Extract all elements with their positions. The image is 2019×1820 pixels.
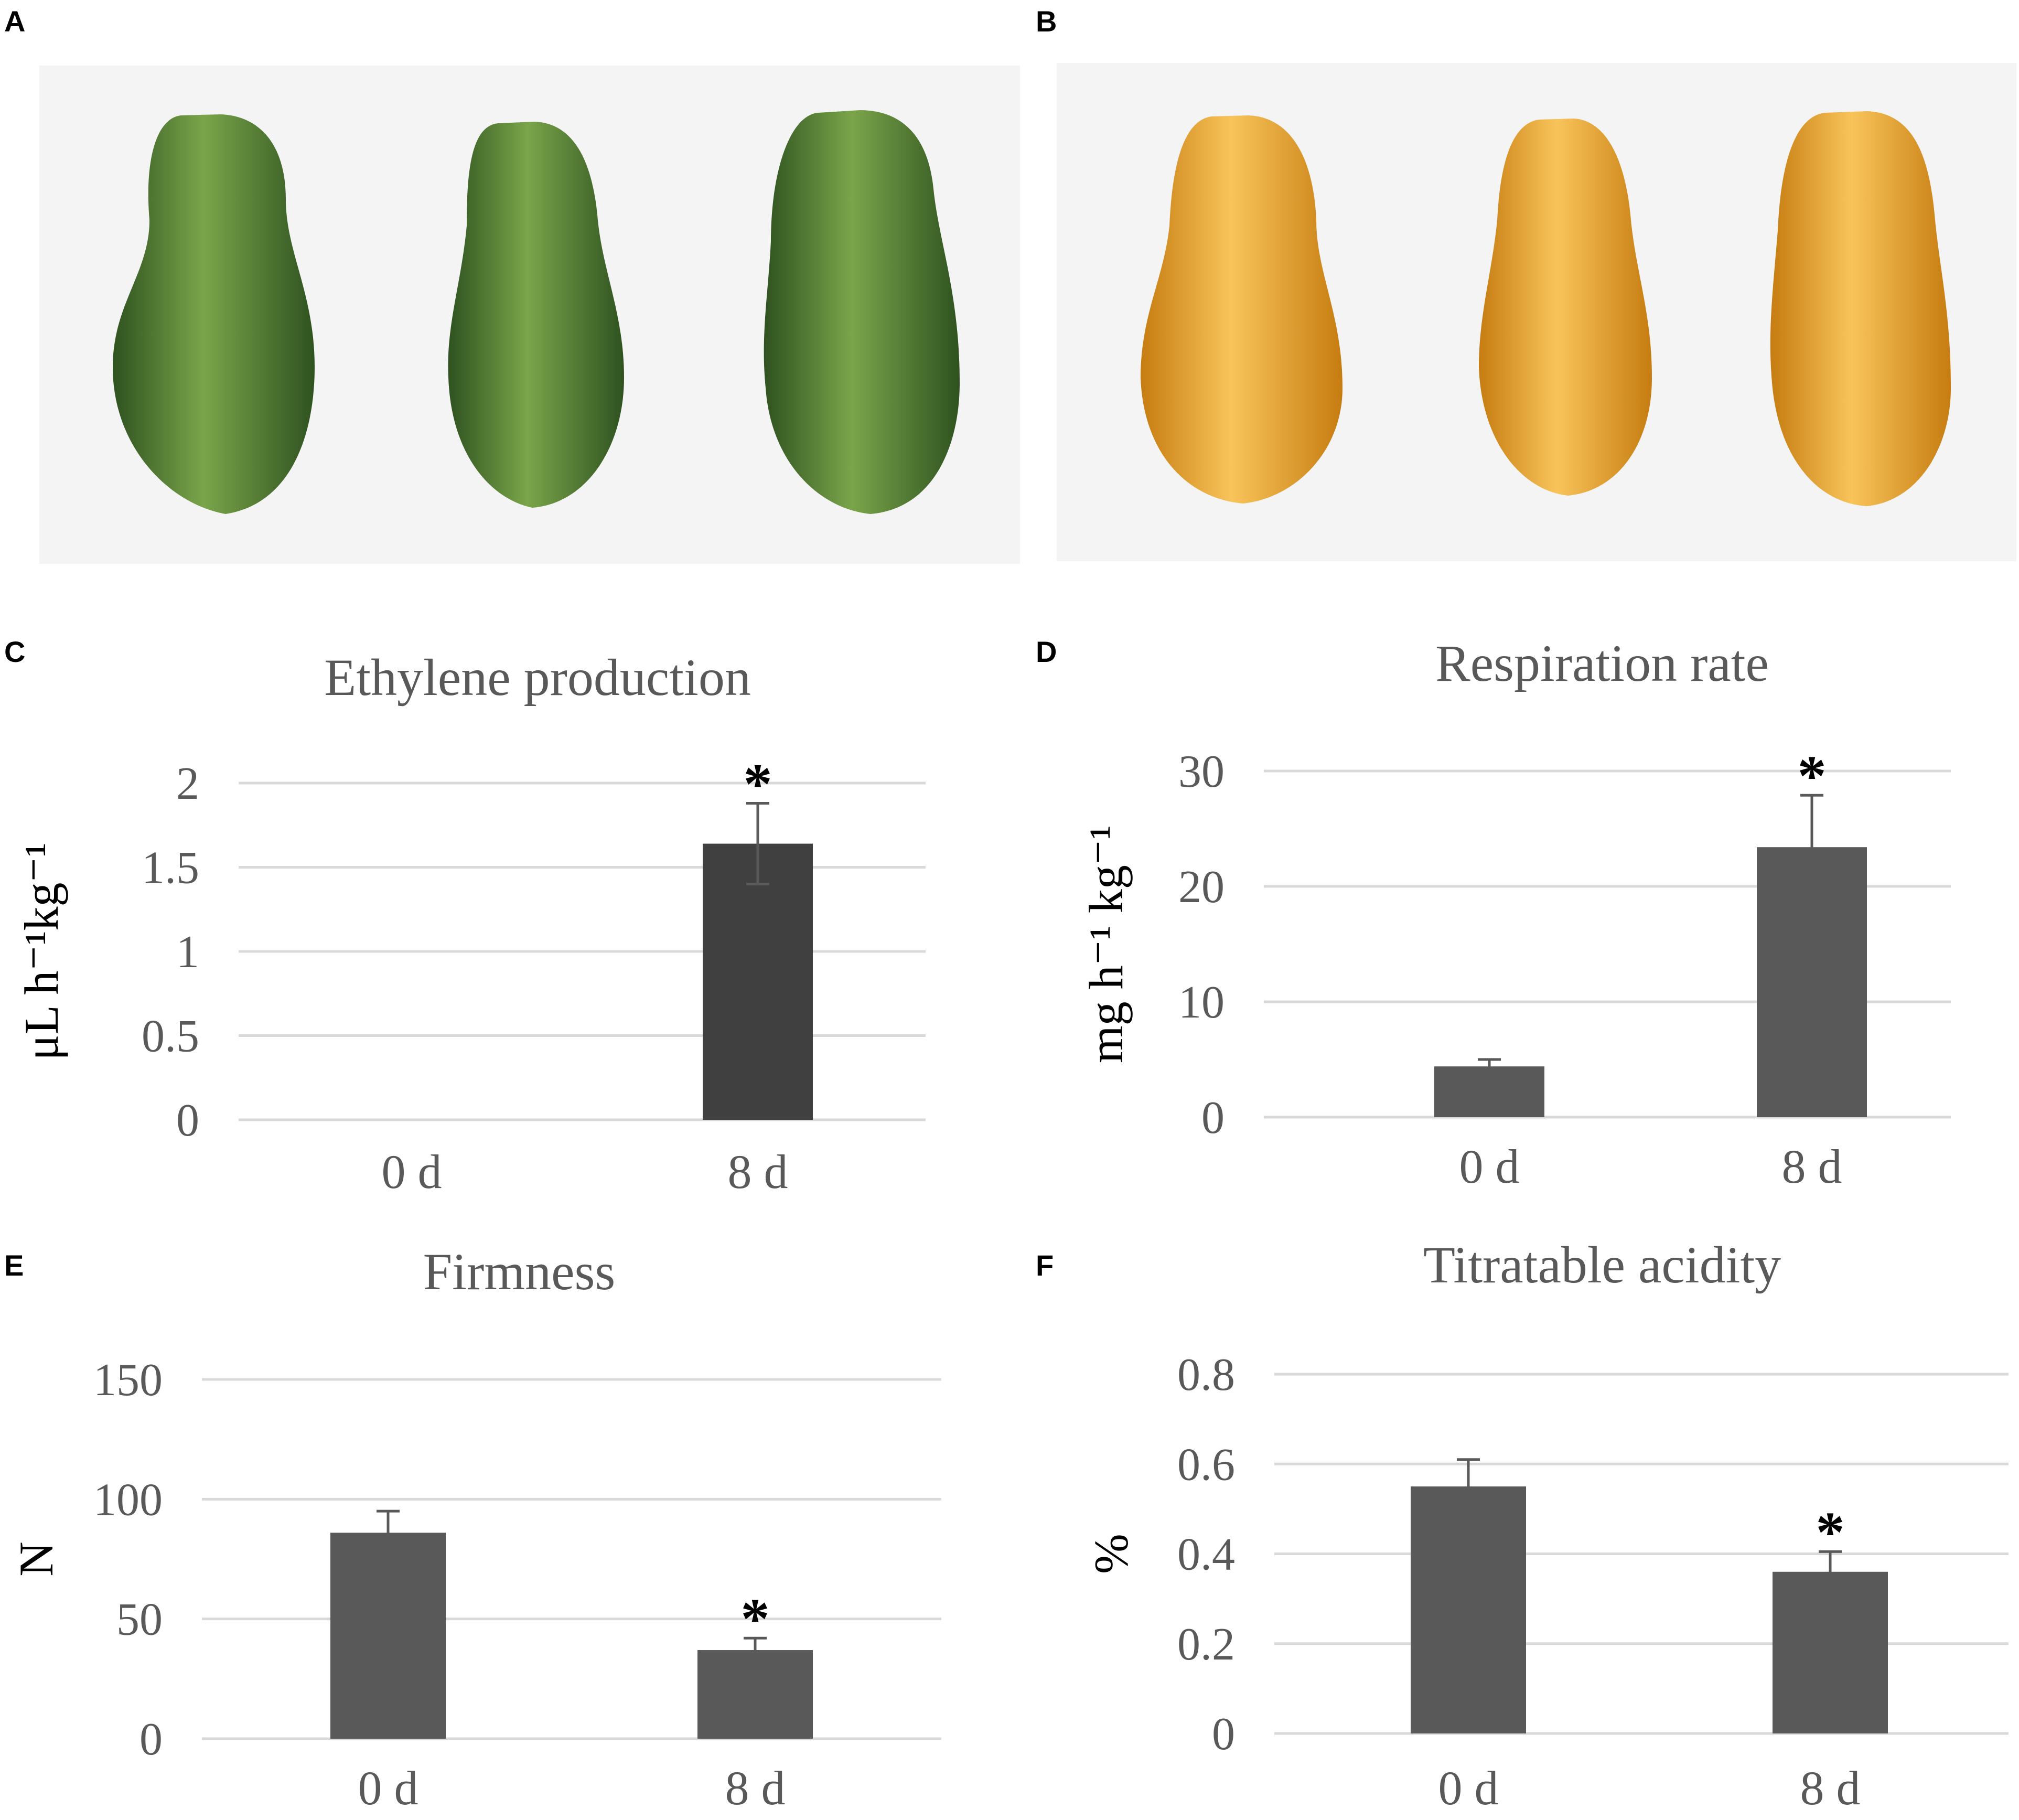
chart-e-bar <box>697 1650 813 1739</box>
chart-e-category-label: 8 d <box>725 1761 786 1815</box>
chart-f-ytick-label: 0 <box>1212 1709 1235 1760</box>
chart-e-bar <box>330 1533 446 1739</box>
fruit-photos <box>39 63 2016 564</box>
chart-e-ylabel: N <box>9 1541 63 1576</box>
chart-f-category-label: 8 d <box>1800 1761 1861 1815</box>
chart-f-bar <box>1411 1486 1526 1733</box>
chart-d-ylabel: mg h⁻¹ kg⁻¹ <box>1079 825 1133 1063</box>
chart-e-category-label: 0 d <box>358 1761 418 1815</box>
chart-e-ytick-label: 0 <box>139 1714 163 1765</box>
chart-c-title: Ethylene production <box>324 648 751 706</box>
panel-label-b: B <box>1036 5 1057 38</box>
panel-label-d: D <box>1036 635 1057 668</box>
chart-d-title: Respiration rate <box>1435 634 1769 692</box>
chart-f-title: Titratable acidity <box>1423 1236 1781 1294</box>
chart-e-ytick-label: 150 <box>93 1355 163 1406</box>
chart-c-ytick-label: 0.5 <box>142 1011 199 1062</box>
panel-label-c: C <box>4 635 26 668</box>
panel-label-a: A <box>4 5 26 38</box>
chart-e-significance-star: * <box>741 1587 770 1651</box>
chart-d-category-label: 8 d <box>1782 1140 1842 1193</box>
chart-e-title: Firmness <box>423 1243 616 1301</box>
papaya-yellow-2 <box>1479 119 1652 496</box>
photo-a-fruits <box>113 110 960 514</box>
chart-c-ytick-label: 2 <box>176 758 199 809</box>
chart-f-ytick-label: 0.4 <box>1177 1529 1235 1580</box>
panel-label-f: F <box>1036 1249 1054 1282</box>
chart-d-ytick-label: 20 <box>1178 862 1225 913</box>
papaya-green-1 <box>113 114 315 514</box>
chart-c-category-label: 8 d <box>728 1145 788 1198</box>
papaya-yellow-3 <box>1770 111 1951 506</box>
chart-c-ytick-label: 0 <box>176 1095 199 1146</box>
chart-d-ytick-label: 30 <box>1178 746 1225 797</box>
chart-f-ytick-label: 0.2 <box>1177 1619 1235 1670</box>
photo-b-fruits <box>1141 111 1951 506</box>
chart-c-bar <box>703 843 813 1120</box>
chart-c-ytick-label: 1.5 <box>142 843 199 894</box>
chart-f-ytick-label: 0.8 <box>1177 1350 1235 1400</box>
chart-f-category-label: 0 d <box>1438 1761 1499 1815</box>
chart-f-ytick-label: 0.6 <box>1177 1439 1235 1490</box>
chart-f-significance-star: * <box>1816 1500 1845 1564</box>
chart-c-category-label: 0 d <box>382 1145 442 1198</box>
papaya-green-3 <box>764 110 960 514</box>
papaya-yellow-1 <box>1141 115 1343 504</box>
chart-d-significance-star: * <box>1798 744 1827 808</box>
chart-e-ytick-label: 50 <box>116 1594 163 1645</box>
chart-e-ytick-label: 100 <box>93 1474 163 1525</box>
chart-d-ytick-label: 10 <box>1178 977 1225 1028</box>
chart-d-ytick-label: 0 <box>1201 1093 1225 1143</box>
chart-f-bar <box>1773 1571 1888 1733</box>
chart-c-ytick-label: 1 <box>176 927 199 978</box>
chart-c-significance-star: * <box>744 752 772 816</box>
chart-d-category-label: 0 d <box>1459 1140 1520 1193</box>
panel-label-e: E <box>4 1249 24 1282</box>
chart-d-bar <box>1434 1066 1544 1117</box>
papaya-green-2 <box>448 122 624 508</box>
chart-f-ylabel: % <box>1084 1534 1138 1574</box>
chart-c-ylabel: μL h⁻¹kg⁻¹ <box>15 842 68 1060</box>
